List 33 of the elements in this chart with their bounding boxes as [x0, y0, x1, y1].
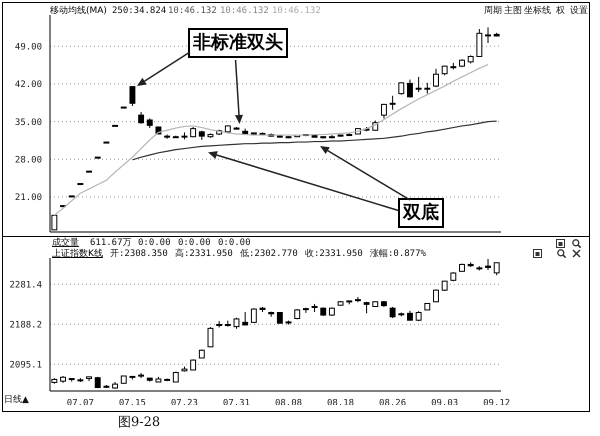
annotation: 收:2331.950	[305, 249, 363, 259]
text: 坐标线	[524, 6, 551, 16]
y-tick-label: 21.00	[14, 193, 42, 204]
annotation: 250:34.824	[112, 6, 166, 16]
text: 日线▲	[4, 395, 29, 405]
annotation: 10:46.132	[168, 6, 217, 16]
caption: 图9-28	[118, 415, 160, 431]
text: 成交量	[52, 238, 79, 248]
y-tick-label: 28.00	[14, 156, 42, 166]
text: 611.67万	[90, 238, 132, 248]
annotation: 低:2302.770	[240, 249, 298, 259]
annotation: 周期	[484, 6, 502, 16]
chart-title: 移动均线(MA)	[50, 6, 107, 16]
text: 权	[556, 6, 565, 16]
annotation: 涨幅:0.877%	[370, 249, 426, 259]
annotation: 高:2331.950	[175, 249, 233, 259]
annotation: 开:2308.350	[110, 249, 168, 259]
annotation: 10:46.132	[220, 6, 269, 16]
y-tick-label: 49.00	[14, 42, 42, 52]
text: 0:0.00	[138, 238, 171, 248]
annotation: 非标准双头	[188, 28, 288, 58]
y-tick-label: 2095.1	[9, 360, 42, 371]
y-tick-label: 42.00	[14, 80, 42, 90]
y-tick-label: 35.00	[14, 118, 42, 128]
text: 主图	[504, 6, 522, 16]
annotation: 10:46.132	[272, 6, 321, 16]
y-tick-label: 2188.2	[9, 320, 42, 331]
text: 0:0.00	[218, 238, 251, 248]
chart-title: 上证指数K线	[52, 249, 103, 259]
text: 设置	[570, 6, 588, 16]
annotation: 双底	[398, 198, 444, 228]
y-tick-label: 2281.4	[9, 280, 42, 291]
text: 0:0.00	[178, 238, 211, 248]
